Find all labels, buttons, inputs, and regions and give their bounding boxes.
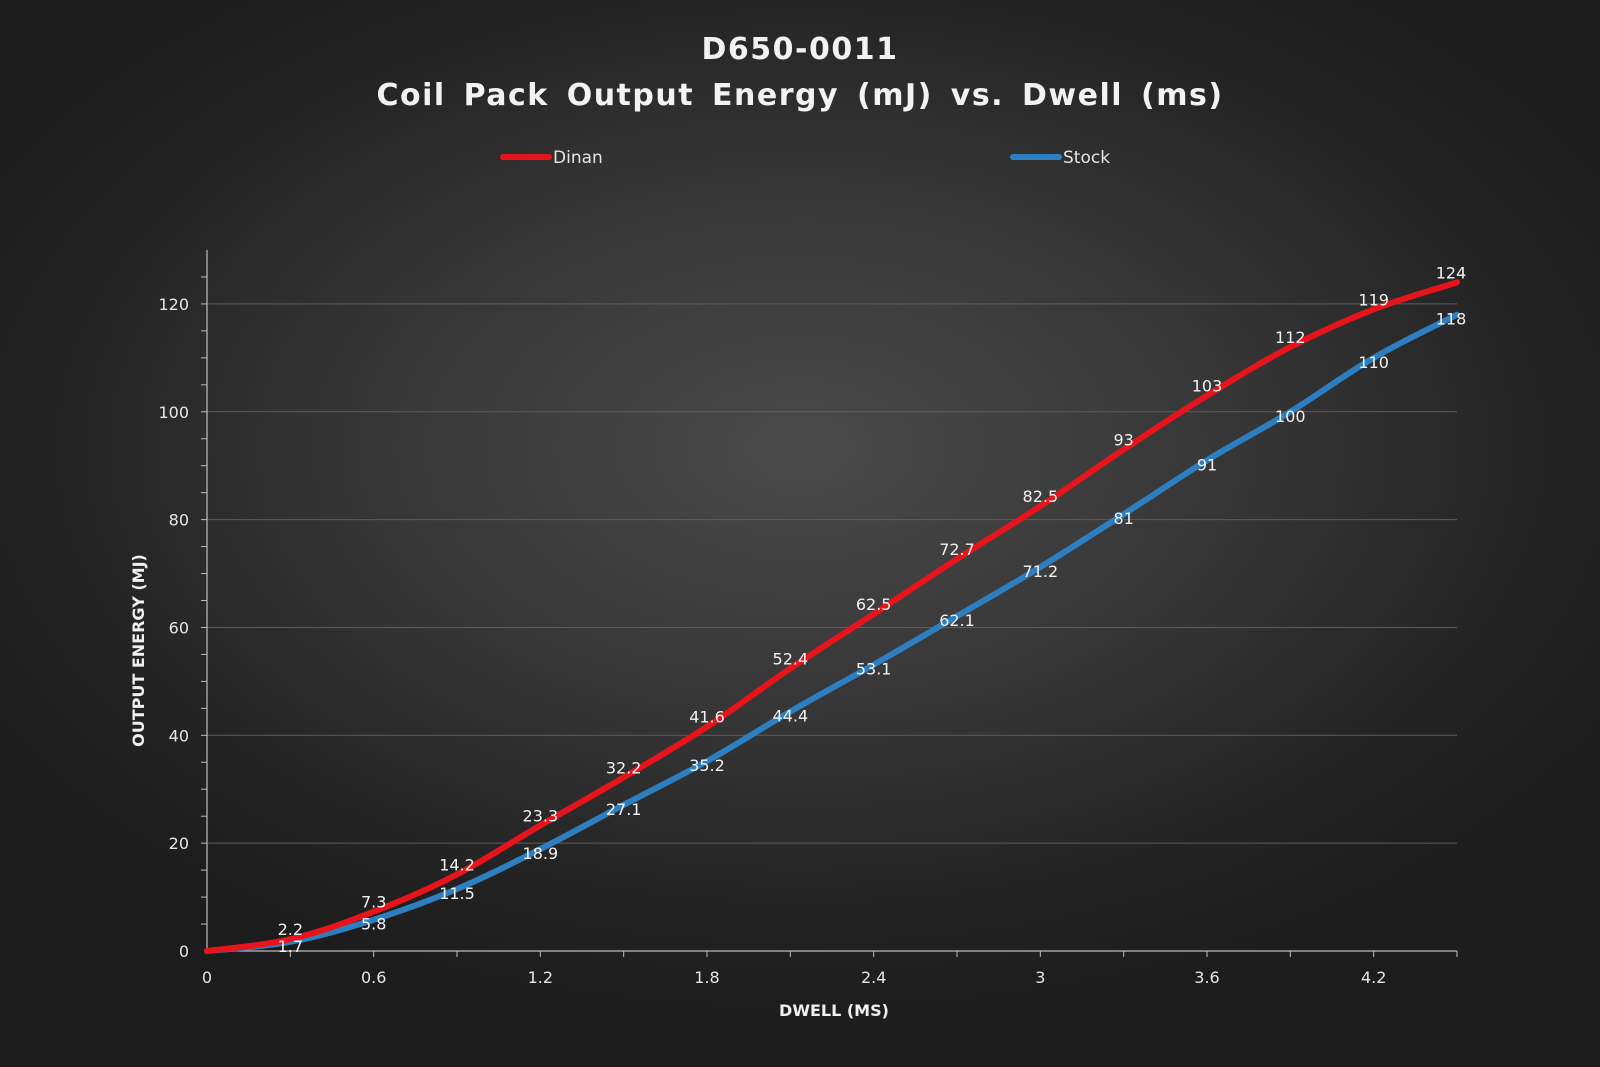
data-label-dinan: 103: [1192, 377, 1223, 396]
series-lines: [204, 279, 1460, 954]
data-label-dinan: 2.2: [278, 920, 303, 939]
x-tick-label-7: 4.2: [1361, 968, 1386, 987]
data-label-dinan: 41.6: [689, 708, 725, 727]
legend: Dinan Stock: [500, 148, 1110, 168]
y-tick-label-2: 40: [169, 726, 189, 745]
chart-subtitle: Coil Pack Output Energy (mJ) vs. Dwell (…: [376, 78, 1224, 113]
legend-label-stock: Stock: [1063, 148, 1110, 168]
data-label-dinan: 112: [1275, 328, 1306, 347]
y-tick-label-0: 0: [179, 942, 189, 961]
data-label-stock: 71.2: [1023, 562, 1059, 581]
x-tick-label-4: 2.4: [861, 968, 886, 987]
data-label-dinan: 72.7: [939, 540, 975, 559]
data-label-stock: 118: [1436, 310, 1467, 329]
data-labels: 2.2 7.3 14.2 23.3 32.2 41.6 52.4 62.5 72.7 82.5 93…: [278, 263, 1467, 955]
data-label-stock: 5.8: [361, 915, 386, 934]
data-label-dinan: 23.3: [523, 806, 559, 825]
series-line-stock: [204, 311, 1460, 954]
legend-label-dinan: Dinan: [553, 148, 603, 168]
y-tick-label-6: 120: [158, 295, 189, 314]
data-label-dinan: 7.3: [361, 893, 386, 912]
data-label-dinan: 32.2: [606, 758, 642, 777]
data-label-stock: 110: [1358, 353, 1389, 372]
axes: [201, 250, 1458, 957]
data-label-stock: 11.5: [439, 884, 475, 903]
y-tick-label-4: 80: [169, 511, 189, 530]
data-label-stock: 100: [1275, 407, 1306, 426]
x-tick-label-0: 0: [202, 968, 212, 987]
x-tick-label-3: 1.8: [694, 968, 719, 987]
data-label-dinan: 119: [1358, 290, 1389, 309]
grid-lines: [207, 303, 1457, 844]
data-label-dinan: 62.5: [856, 595, 892, 614]
tick-labels: 0 20 40 60 80 100 120 0 0.6 1.2 1.8 2.4 3 3.6 4.2: [158, 295, 1386, 987]
data-label-stock: 35.2: [689, 756, 725, 775]
data-label-stock: 27.1: [606, 800, 642, 819]
data-label-dinan: 82.5: [1023, 487, 1059, 506]
data-label-stock: 81: [1113, 509, 1133, 528]
data-label-stock: 44.4: [773, 707, 809, 726]
data-label-stock: 62.1: [939, 611, 975, 630]
data-label-stock: 18.9: [523, 844, 559, 863]
data-label-dinan: 124: [1436, 263, 1467, 282]
y-axis-label: OUTPUT ENERGY (MJ): [129, 554, 148, 747]
y-tick-label-1: 20: [169, 834, 189, 853]
data-label-dinan: 93: [1113, 431, 1133, 450]
data-label-dinan: 14.2: [439, 855, 475, 874]
data-label-dinan: 52.4: [773, 649, 809, 668]
y-tick-label-3: 60: [169, 618, 189, 637]
data-label-stock: 53.1: [856, 660, 892, 679]
chart-title: D650-0011: [701, 32, 899, 67]
x-tick-label-2: 1.2: [528, 968, 553, 987]
x-axis-label: DWELL (MS): [779, 1001, 889, 1020]
x-tick-label-6: 3.6: [1194, 968, 1219, 987]
y-tick-label-5: 100: [158, 403, 189, 422]
x-tick-label-1: 0.6: [361, 968, 386, 987]
data-label-stock: 1.7: [278, 937, 303, 956]
data-label-stock: 91: [1197, 455, 1217, 474]
x-tick-label-5: 3: [1035, 968, 1045, 987]
series-line-dinan: [204, 279, 1460, 954]
